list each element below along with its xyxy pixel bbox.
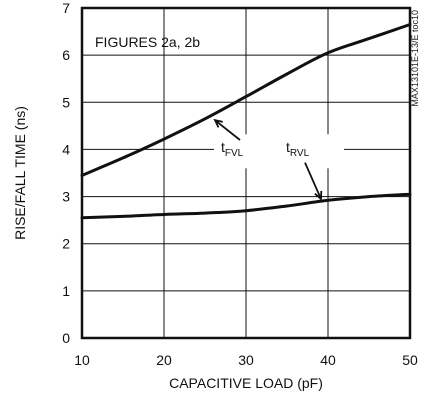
x-tick-label: 50 bbox=[402, 352, 418, 368]
series-arrow-tfvl bbox=[213, 118, 241, 141]
series-label-tfvl: tFVL bbox=[221, 139, 244, 159]
plot-frame bbox=[80, 6, 412, 340]
series-label-trvl: tRVL bbox=[286, 139, 310, 159]
chart-annotation: FIGURES 2a, 2b bbox=[95, 34, 200, 50]
y-tick-label: 5 bbox=[62, 94, 70, 110]
series-label-mask bbox=[214, 134, 344, 169]
x-axis-title: CAPACITIVE LOAD (pF) bbox=[169, 375, 323, 391]
y-tick-label: 7 bbox=[62, 0, 70, 16]
x-tick-label: 30 bbox=[238, 352, 254, 368]
series-line-tfvl bbox=[80, 23, 412, 177]
y-tick-label: 4 bbox=[62, 141, 70, 157]
x-tick-label: 40 bbox=[320, 352, 336, 368]
series-line-trvl bbox=[80, 192, 412, 220]
curves bbox=[80, 23, 412, 220]
x-tick-label: 10 bbox=[74, 352, 90, 368]
y-tick-label: 0 bbox=[62, 330, 70, 346]
series-labels: tFVL tRVL bbox=[213, 118, 344, 201]
y-axis-title: RISE/FALL TIME (ns) bbox=[12, 106, 28, 240]
tick-labels: 10 20 30 40 50 0 1 2 3 4 5 6 7 bbox=[62, 0, 418, 368]
series-arrow-trvl bbox=[304, 162, 323, 201]
y-tick-label: 6 bbox=[62, 47, 70, 63]
y-tick-label: 1 bbox=[62, 283, 70, 299]
corner-label: MAX13101E-13/E toc10 bbox=[410, 10, 420, 107]
y-tick-label: 3 bbox=[62, 189, 70, 205]
grid bbox=[82, 8, 410, 338]
x-tick-label: 20 bbox=[156, 352, 172, 368]
y-tick-label: 2 bbox=[62, 236, 70, 252]
